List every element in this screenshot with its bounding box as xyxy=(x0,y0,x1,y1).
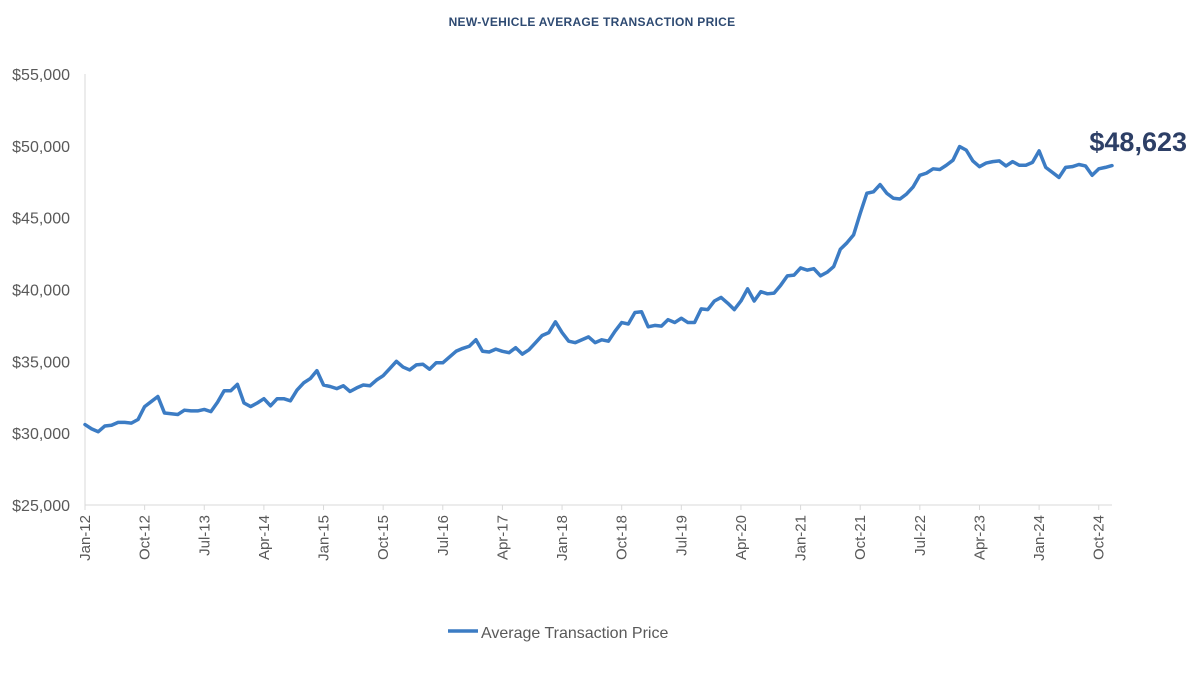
x-tick-label: Oct-12 xyxy=(137,515,154,560)
x-tick-label: Jan-24 xyxy=(1031,515,1048,561)
x-tick-label: Oct-21 xyxy=(852,515,869,560)
x-tick-label: Jan-15 xyxy=(316,515,333,561)
y-axis-ticks: $25,000 $30,000 $35,000 $40,000 $45,000 $50,0… xyxy=(12,67,70,515)
x-tick-label: Apr-23 xyxy=(971,515,988,560)
x-tick-label: Jan-21 xyxy=(793,515,810,561)
y-tick-label: $40,000 xyxy=(12,283,70,300)
x-tick-label: Jan-12 xyxy=(77,515,94,561)
y-tick-label: $55,000 xyxy=(12,67,70,84)
legend-label: Average Transaction Price xyxy=(481,625,668,642)
x-tick-label: Jan-18 xyxy=(554,515,571,561)
x-tick-label: Jul-22 xyxy=(912,515,929,556)
x-axis: Jan-12 Oct-12 Jul-13 Apr-14 Jan-15 Oct-15 Jul-… xyxy=(77,74,1112,561)
x-tick-label: Jul-16 xyxy=(435,515,452,556)
x-tick-label: Oct-18 xyxy=(614,515,631,560)
x-tick-label: Oct-24 xyxy=(1091,515,1108,560)
legend[interactable]: Average Transaction Price xyxy=(448,625,668,642)
x-tick-label: Jul-13 xyxy=(196,515,213,556)
y-tick-label: $30,000 xyxy=(12,426,70,443)
latest-value-callout: $48,623 xyxy=(1089,127,1187,157)
y-tick-label: $45,000 xyxy=(12,211,70,228)
y-tick-label: $35,000 xyxy=(12,354,70,371)
x-tick-label: Apr-17 xyxy=(494,515,511,560)
series-layer xyxy=(83,144,1114,434)
x-tick-label: Apr-14 xyxy=(256,515,273,560)
x-tick-label: Jul-19 xyxy=(673,515,690,556)
y-tick-label: $25,000 xyxy=(12,498,70,515)
x-tick-label: Oct-15 xyxy=(375,515,392,560)
y-tick-label: $50,000 xyxy=(12,139,70,156)
x-tick-label: Apr-20 xyxy=(733,515,750,560)
chart-title: NEW-VEHICLE AVERAGE TRANSACTION PRICE xyxy=(449,15,736,29)
series-line-average-transaction-price xyxy=(83,144,1114,434)
